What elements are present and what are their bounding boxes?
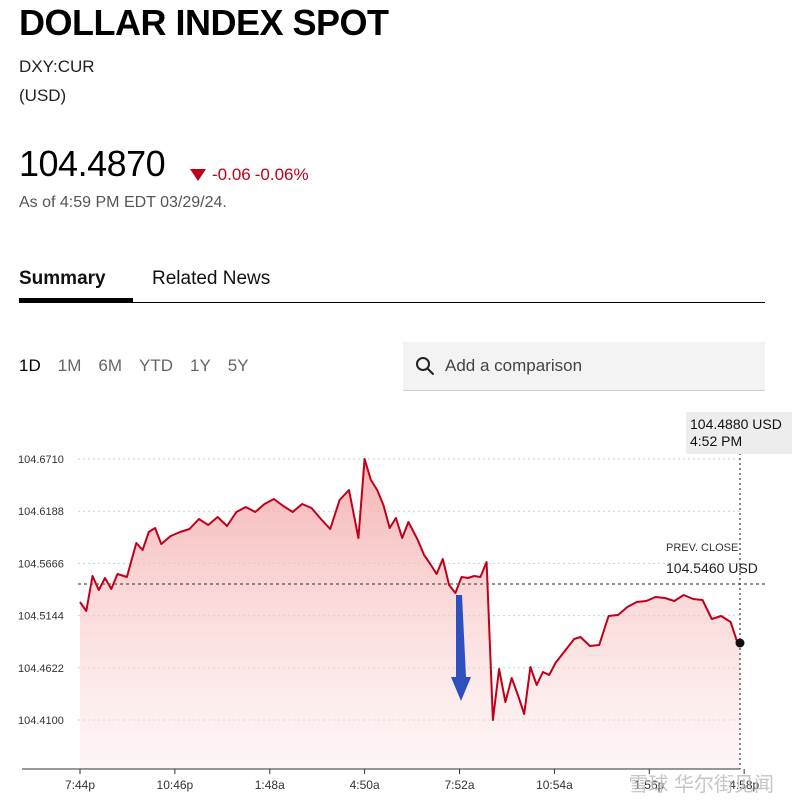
range-1d[interactable]: 1D bbox=[19, 356, 41, 375]
y-tick-label: 104.6188 bbox=[18, 506, 64, 518]
price-chart[interactable]: 104.6710 104.6188 104.5666 104.5144 104.4622… bbox=[0, 405, 800, 807]
comparison-input[interactable] bbox=[443, 355, 747, 377]
current-price: 104.4870 bbox=[19, 143, 166, 184]
y-tick-label: 104.6710 bbox=[18, 454, 64, 466]
y-tick-label: 104.5666 bbox=[18, 558, 64, 570]
tooltip-box bbox=[686, 412, 792, 454]
ticker-symbol: DXY:CUR bbox=[19, 57, 95, 76]
x-tick-label: 1:48a bbox=[255, 778, 285, 792]
y-axis-labels: 104.6710 104.6188 104.5666 104.5144 104.4622… bbox=[18, 454, 64, 727]
change-percent: -0.06% bbox=[254, 165, 309, 184]
currency-label: (USD) bbox=[19, 86, 67, 105]
x-tick-label: 7:44p bbox=[65, 778, 95, 792]
tab-bar: Summary Related News bbox=[19, 262, 765, 303]
active-tab-indicator bbox=[19, 298, 133, 302]
x-tick-label: 4:58p bbox=[729, 778, 759, 792]
range-6m[interactable]: 6M bbox=[98, 356, 122, 375]
tab-summary[interactable]: Summary bbox=[19, 268, 106, 289]
y-tick-label: 104.4622 bbox=[18, 663, 64, 675]
range-1y[interactable]: 1Y bbox=[189, 356, 211, 375]
x-axis-labels: 7:44p 10:46p 1:48a 4:50a 7:52a 10:54a 1:56p 4:5… bbox=[65, 769, 760, 792]
down-triangle-icon bbox=[190, 169, 206, 181]
x-tick-label: 10:54a bbox=[536, 778, 573, 792]
series-line bbox=[79, 458, 741, 721]
x-tick-label: 4:50a bbox=[350, 778, 380, 792]
x-tick-label: 7:52a bbox=[445, 778, 475, 792]
tab-related-news[interactable]: Related News bbox=[152, 268, 271, 289]
range-ytd[interactable]: YTD bbox=[138, 356, 173, 375]
x-tick-label: 10:46p bbox=[157, 778, 194, 792]
comparison-search[interactable] bbox=[403, 342, 765, 391]
crosshair-point bbox=[735, 638, 745, 648]
x-tick-label: 1:56p bbox=[634, 778, 664, 792]
search-icon bbox=[416, 357, 434, 375]
tooltip-time: 4:52 PM bbox=[690, 433, 742, 449]
y-tick-label: 104.4100 bbox=[18, 715, 64, 727]
prev-close-label: PREV. CLOSE bbox=[666, 542, 738, 554]
y-tick-label: 104.5144 bbox=[18, 611, 64, 623]
tooltip-value: 104.4880 USD bbox=[690, 416, 782, 432]
range-1m[interactable]: 1M bbox=[57, 356, 82, 375]
as-of-timestamp: As of 4:59 PM EDT 03/29/24. bbox=[19, 194, 227, 211]
page-title: DOLLAR INDEX SPOT bbox=[19, 2, 389, 43]
change-value: -0.06 bbox=[212, 165, 251, 184]
arrow-down-icon bbox=[451, 595, 471, 701]
price-change: -0.06 -0.06% bbox=[190, 165, 309, 185]
time-range-selector: 1D 1M 6M YTD 1Y 5Y bbox=[19, 356, 249, 376]
range-5y[interactable]: 5Y bbox=[227, 356, 249, 375]
prev-close-value: 104.5460 USD bbox=[666, 560, 758, 576]
chart-area-fill bbox=[80, 459, 740, 769]
watermark: 雪球 华尔街见闻 bbox=[628, 774, 774, 796]
